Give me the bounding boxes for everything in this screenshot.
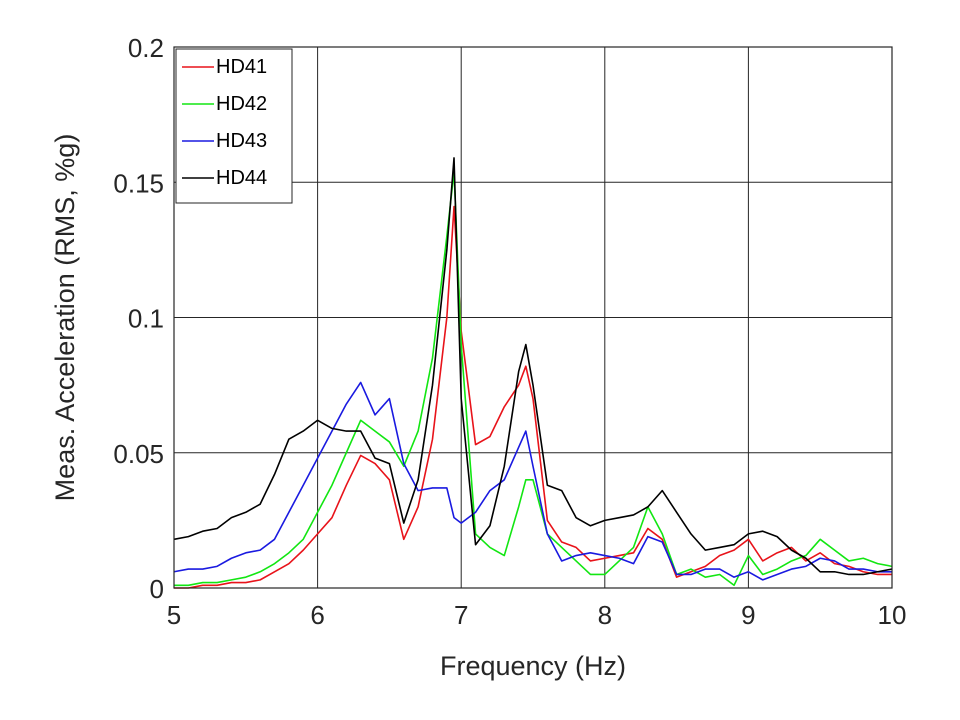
x-tick-label: 7	[454, 600, 468, 630]
legend-item-hd43: HD43	[182, 130, 267, 152]
series-line-hd44	[173, 157, 893, 576]
x-tick-label: 5	[167, 600, 181, 630]
y-tick-labels: 0 0.05 0.1 0.15 0.2	[113, 33, 164, 604]
legend-item-hd42: HD42	[182, 93, 267, 115]
legend-label: HD43	[216, 130, 267, 152]
y-tick-label: 0	[150, 574, 164, 604]
legend-box	[175, 48, 293, 204]
y-axis-label: Meas. Acceleration (RMS, %g)	[50, 134, 80, 502]
x-tick-label: 10	[878, 600, 907, 630]
y-tick-label: 0.2	[128, 33, 164, 63]
x-tick-label: 6	[310, 600, 324, 630]
legend-label: HD42	[216, 93, 267, 115]
plot-frame	[173, 46, 893, 589]
legend-label: HD44	[216, 167, 267, 189]
x-tick-label: 8	[598, 600, 612, 630]
legend-item-hd44: HD44	[182, 167, 267, 189]
series-group	[173, 157, 893, 589]
y-tick-label: 0.05	[113, 439, 164, 469]
series-line-hd43	[173, 381, 892, 581]
series-line-hd41	[174, 205, 892, 589]
series-line-hd42	[174, 170, 893, 587]
x-axis-label: Frequency (Hz)	[440, 651, 626, 681]
y-tick-label: 0.1	[128, 304, 164, 334]
legend: HD41 HD42 HD43 HD44	[175, 48, 293, 204]
legend-item-hd41: HD41	[182, 56, 267, 78]
legend-label: HD41	[216, 56, 267, 78]
y-tick-label: 0.15	[113, 168, 164, 198]
x-tick-labels: 5 6 7 8 9 10	[167, 600, 907, 630]
x-tick-label: 9	[741, 600, 755, 630]
